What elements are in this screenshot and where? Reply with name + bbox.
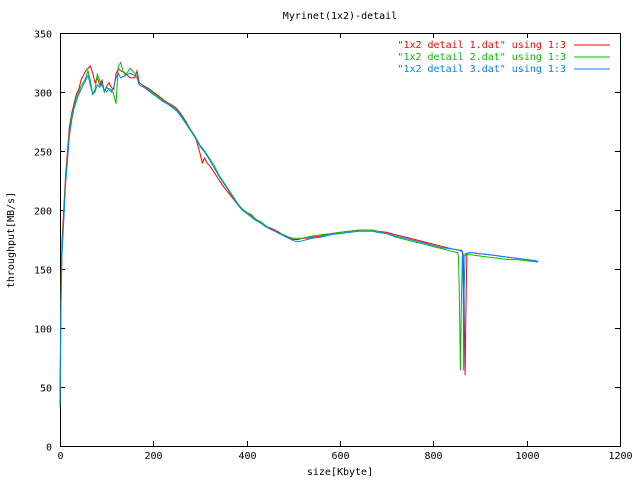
y-axis-label: throughput[MB/s] (6, 192, 17, 288)
y-tick-label: 350 (34, 30, 52, 41)
x-tick-label: 200 (144, 451, 162, 462)
series-line-1 (59, 65, 539, 408)
x-tick-label: 800 (424, 451, 442, 462)
x-tick-label: 0 (57, 451, 63, 462)
x-tick-label: 1000 (515, 451, 539, 462)
x-tick-label: 600 (331, 451, 349, 462)
y-tick-label: 300 (34, 89, 52, 100)
x-tick-label: 400 (238, 451, 256, 462)
legend-label-1: "1x2 detail 1.dat" using 1:3 (397, 40, 566, 51)
axis-ticks: 0 200 400 600 800 1000 1200 0 50 100 150 200 250 300 3… (34, 30, 633, 463)
series-layer (59, 61, 539, 408)
y-tick-label: 0 (46, 443, 52, 454)
legend-label-2: "1x2 detail 2.dat" using 1:3 (397, 52, 566, 63)
series-line-2 (59, 61, 539, 408)
x-axis-label: size[Kbyte] (307, 467, 373, 478)
chart-title: Myrinet(1x2)-detail (283, 11, 397, 22)
y-tick-label: 50 (40, 384, 52, 395)
y-tick-label: 150 (34, 266, 52, 277)
legend-label-3: "1x2 detail 3.dat" using 1:3 (397, 64, 566, 75)
y-tick-label: 250 (34, 148, 52, 159)
plot-frame (60, 33, 621, 447)
series-line-3 (59, 71, 539, 408)
x-tick-label: 1200 (608, 451, 632, 462)
y-tick-label: 200 (34, 207, 52, 218)
legend: "1x2 detail 1.dat" using 1:3"1x2 detail … (397, 40, 610, 75)
y-tick-label: 100 (34, 325, 52, 336)
